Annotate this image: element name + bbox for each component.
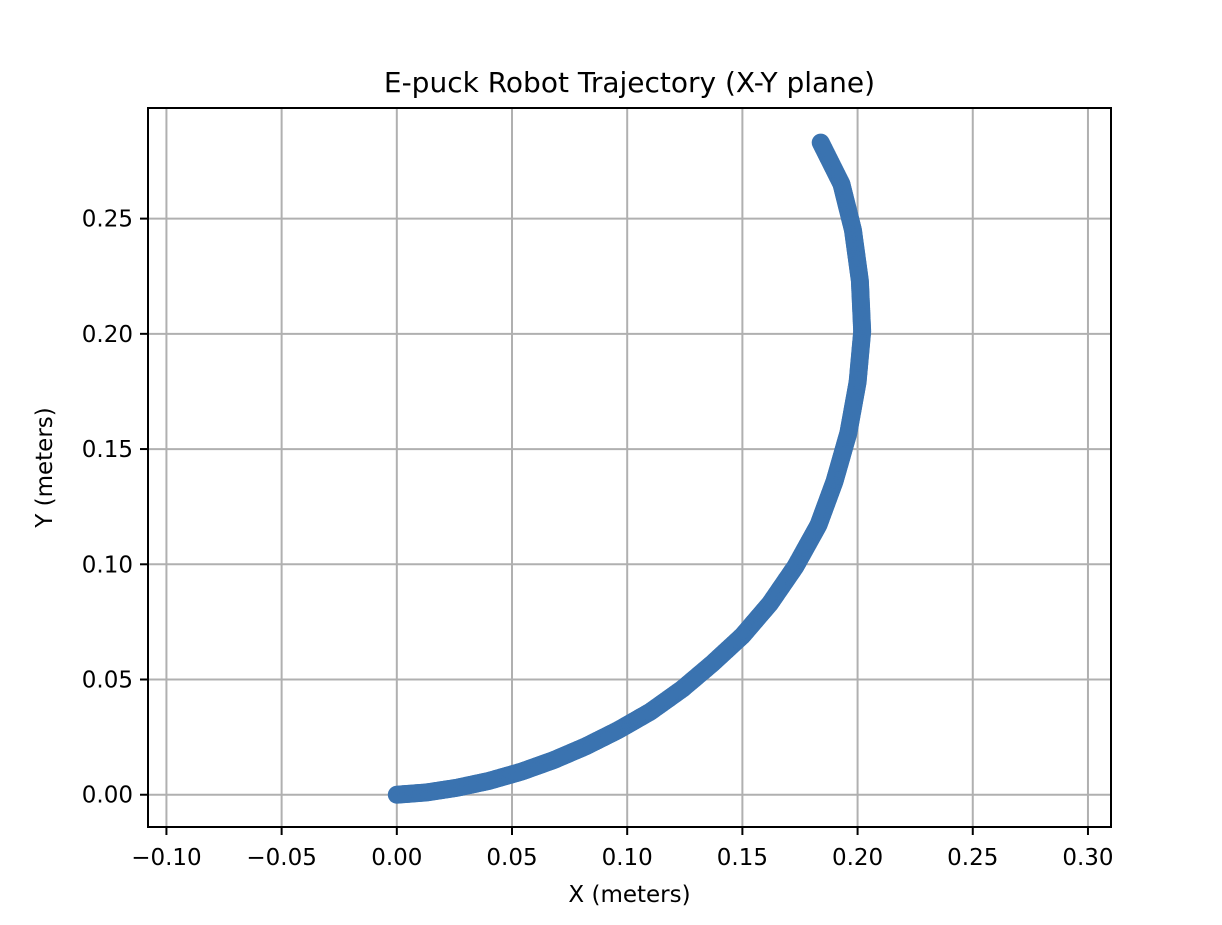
y-tick-label: 0.05	[82, 668, 133, 694]
scatter-points	[387, 133, 872, 804]
y-axis-label: Y (meters)	[32, 407, 58, 528]
x-tick-label: −0.05	[246, 845, 316, 871]
axes-frame	[147, 107, 1112, 828]
chart-title: E-puck Robot Trajectory (X-Y plane)	[384, 66, 875, 99]
x-tick-label: 0.20	[832, 845, 883, 871]
x-tick-label: −0.10	[131, 845, 201, 871]
x-tick-label: 0.00	[371, 845, 422, 871]
y-tick-label: 0.20	[82, 322, 133, 348]
x-tick-label: 0.25	[947, 845, 998, 871]
x-tick-label: 0.05	[486, 845, 537, 871]
y-tick-label: 0.00	[82, 783, 133, 809]
x-tick-label: 0.30	[1062, 845, 1113, 871]
x-tick-label: 0.15	[717, 845, 768, 871]
x-tick-label: 0.10	[602, 845, 653, 871]
y-tick-label: 0.10	[82, 552, 133, 578]
y-tick-label: 0.15	[82, 437, 133, 463]
ticks: −0.10 −0.05 0.00 0.05 0.10 0.15 0.20 0.25 0.30 0.…	[82, 207, 1114, 871]
scatter-point	[811, 133, 830, 152]
x-axis-label: X (meters)	[568, 882, 690, 908]
grid	[148, 108, 1111, 827]
y-tick-label: 0.25	[82, 207, 133, 233]
